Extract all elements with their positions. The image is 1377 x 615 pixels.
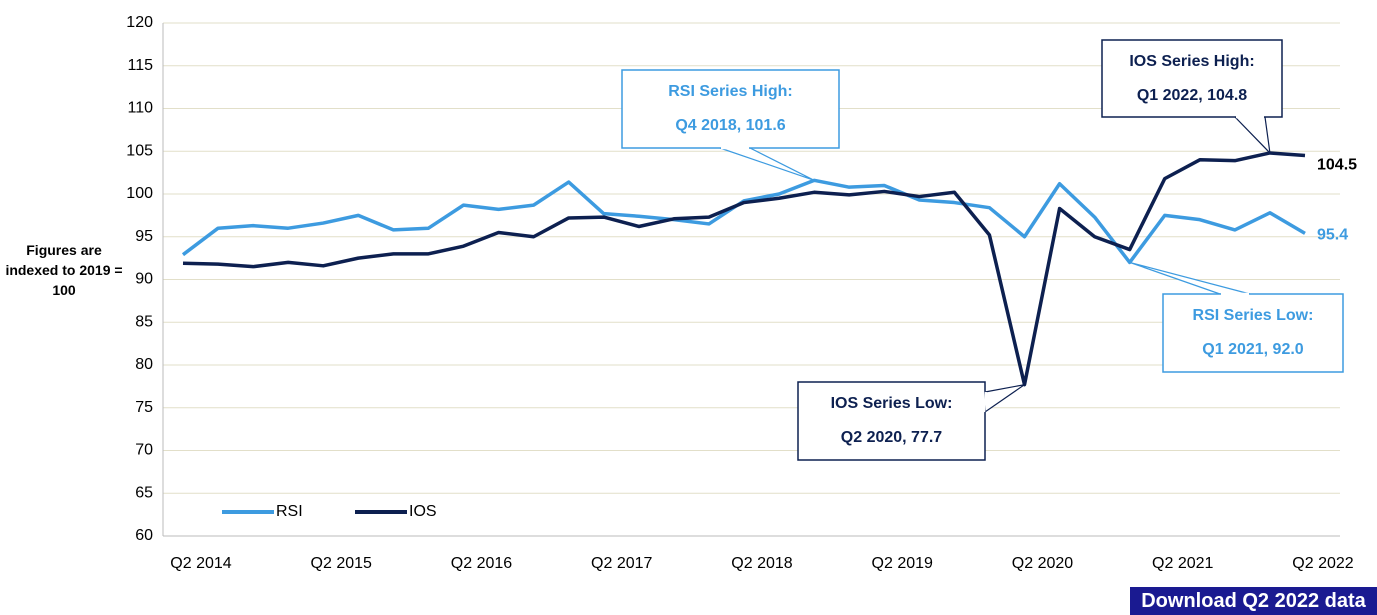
y-tick-label: 120 — [126, 14, 153, 31]
x-tick-label: Q2 2015 — [311, 555, 372, 572]
callout-text: Q1 2022, 104.8 — [1137, 87, 1247, 104]
callout-pointer — [1233, 116, 1271, 155]
download-button[interactable]: Download Q2 2022 data — [1130, 587, 1377, 615]
y-tick-label: 75 — [135, 399, 153, 416]
callout-text: Q4 2018, 101.6 — [675, 117, 785, 134]
callout-text: RSI Series High: — [668, 83, 792, 100]
y-tick-label: 90 — [135, 271, 153, 288]
y-tick-label: 105 — [126, 142, 153, 159]
callout-box — [1162, 293, 1344, 373]
callout-gap — [982, 391, 988, 413]
callout-text: IOS Series Low: — [831, 395, 953, 412]
y-tick-label: 65 — [135, 484, 153, 501]
series-line — [182, 151, 1306, 387]
x-tick-label: Q2 2017 — [591, 555, 652, 572]
y-tick-label: 60 — [135, 527, 153, 544]
callout-box — [1101, 39, 1283, 118]
end-value-label: 95.4 — [1317, 227, 1348, 244]
callout-box — [797, 381, 986, 461]
y-tick-label: 95 — [135, 228, 153, 245]
x-tick-label: Q2 2019 — [872, 555, 933, 572]
callout-box — [621, 69, 840, 149]
x-tick-label: Q2 2014 — [170, 555, 231, 572]
y-tick-label: 115 — [127, 57, 153, 74]
callout-text: RSI Series Low: — [1193, 307, 1314, 324]
x-tick-label: Q2 2022 — [1292, 555, 1353, 572]
end-value-label: 104.5 — [1317, 157, 1357, 174]
y-tick-label: 70 — [135, 442, 153, 459]
x-tick-label: Q2 2020 — [1012, 555, 1073, 572]
x-tick-label: Q2 2018 — [731, 555, 792, 572]
legend-label: RSI — [276, 503, 303, 520]
callout-text: Q1 2021, 92.0 — [1202, 341, 1304, 358]
y-tick-label: 100 — [126, 185, 153, 202]
y-axis-label: Figures are indexed to 2019 = 100 — [5, 242, 123, 298]
y-tick-label: 110 — [127, 100, 153, 117]
callout-text: IOS Series High: — [1129, 53, 1254, 70]
callout-text: Q2 2020, 77.7 — [841, 429, 943, 446]
callout-pointer — [719, 147, 815, 181]
legend-label: IOS — [409, 503, 437, 520]
callout-pointer — [1129, 261, 1251, 295]
x-tick-label: Q2 2016 — [451, 555, 512, 572]
y-tick-label: 80 — [135, 356, 153, 373]
x-tick-label: Q2 2021 — [1152, 555, 1213, 572]
y-tick-label: 85 — [135, 313, 153, 330]
series-line — [181, 178, 1306, 265]
